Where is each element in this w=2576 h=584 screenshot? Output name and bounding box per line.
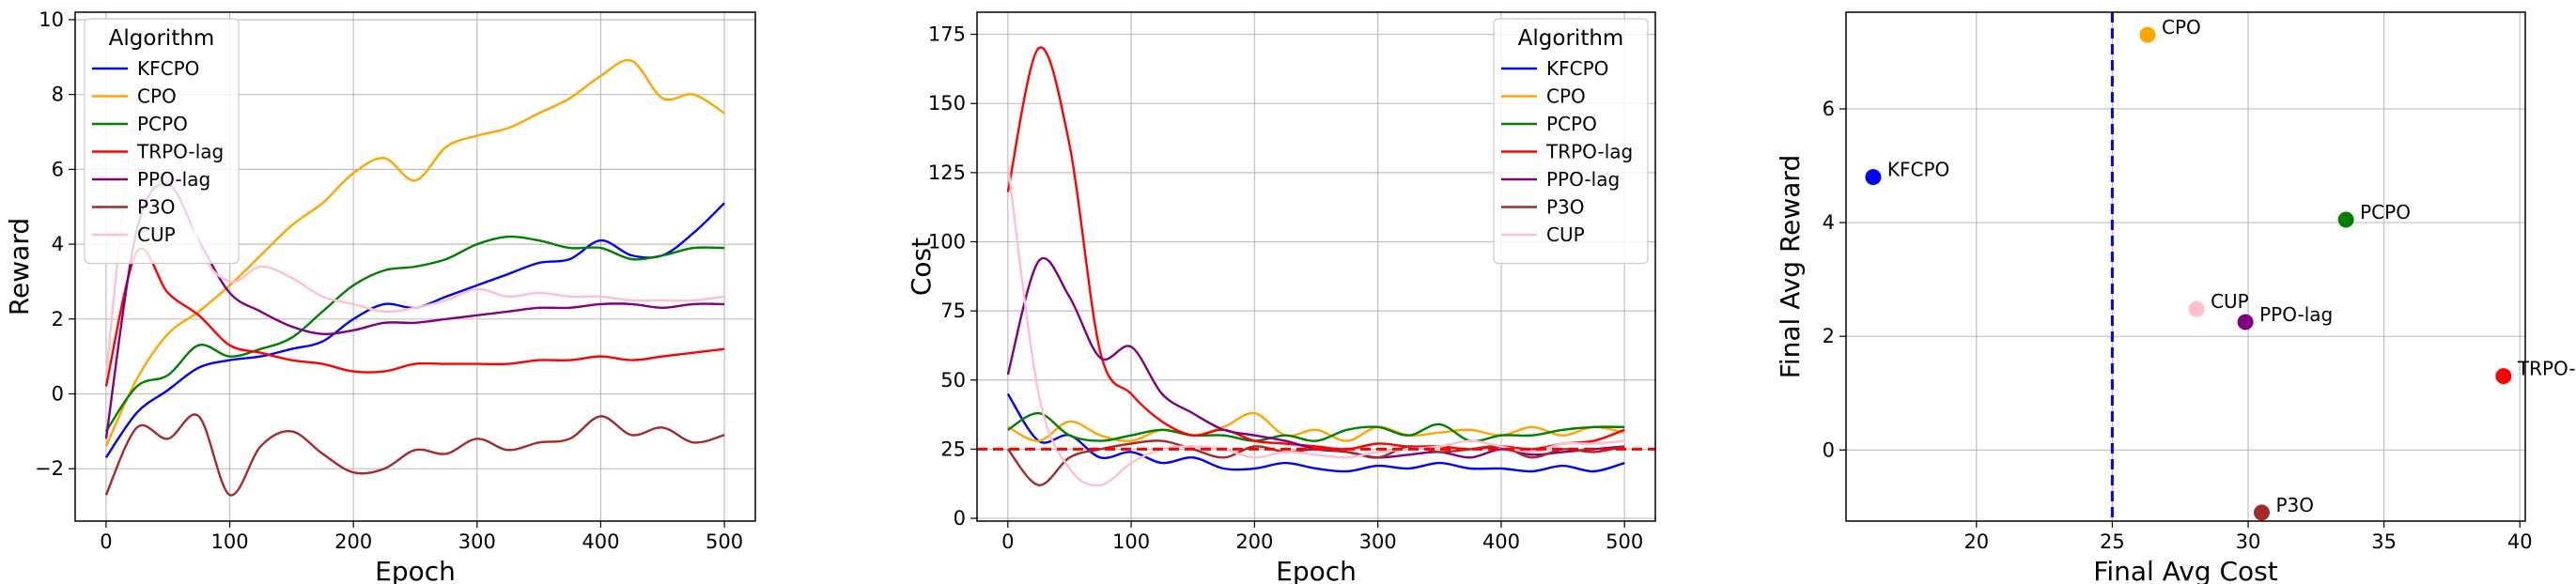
legend-label-trpo-lag: TRPO-lag <box>136 141 224 163</box>
y-tick-label: 150 <box>928 92 966 115</box>
x-tick-label: 400 <box>1482 530 1520 553</box>
legend-label-cpo: CPO <box>1546 85 1586 108</box>
y-tick-label: 50 <box>940 369 966 392</box>
x-tick-label: 35 <box>2371 530 2397 553</box>
point-label-p3o: P3O <box>2275 494 2314 516</box>
legend-label-trpo-lag: TRPO-lag <box>1545 141 1633 163</box>
y-tick-label: 0 <box>954 507 966 530</box>
x-tick-label: 20 <box>1963 530 1989 553</box>
legend-label-cpo: CPO <box>137 85 177 108</box>
series-line-trpo-lag <box>1006 46 1625 451</box>
y-tick-label: 125 <box>928 161 966 184</box>
x-tick-label: 40 <box>2507 530 2533 553</box>
x-tick-label: 100 <box>1112 530 1150 553</box>
legend: Algorithm KFCPO CPO PCPO TRPO-lag PPO-lag P3O C… <box>84 18 240 265</box>
point-ppo-lag <box>2237 314 2254 330</box>
y-tick-label: 0 <box>1823 438 1835 461</box>
x-tick-label: 500 <box>706 530 743 553</box>
point-trpo-lag <box>2495 368 2512 385</box>
y-tick-label: 100 <box>928 230 966 253</box>
y-tick-label: 2 <box>52 308 64 330</box>
x-tick-label: 200 <box>1235 530 1273 553</box>
x-axis-label: Epoch <box>1276 556 1357 584</box>
point-label-pcpo: PCPO <box>2360 201 2411 223</box>
point-kfcpo <box>1865 169 1882 186</box>
plot-area <box>977 46 1655 487</box>
legend-box <box>1493 18 1649 265</box>
x-axis-label: Epoch <box>375 556 456 584</box>
y-tick-label: 175 <box>928 23 966 46</box>
point-cpo <box>2139 26 2156 43</box>
point-cup <box>2188 300 2205 317</box>
legend-title: Algorithm <box>109 26 215 51</box>
y-axis-label: Cost <box>906 238 937 296</box>
cost-chart: 0 100 200 300 400 500 0 25 50 75 100 125 150 175 Epoch… <box>906 11 1656 584</box>
series-line-cpo <box>1007 411 1625 442</box>
y-tick-label: 6 <box>52 158 64 180</box>
y-tick-label: 6 <box>1823 98 1835 120</box>
legend-box <box>84 18 240 265</box>
x-tick-label: 25 <box>2100 530 2125 553</box>
series-line-p3o <box>104 413 725 497</box>
point-label-cpo: CPO <box>2162 16 2201 38</box>
x-tick-label: 0 <box>1001 530 1014 553</box>
legend-label-p3o: P3O <box>1546 196 1585 219</box>
y-tick-label: 0 <box>52 383 64 406</box>
x-tick-label: 30 <box>2236 530 2261 553</box>
point-label-ppo-lag: PPO-lag <box>2259 303 2333 326</box>
y-tick-label: 4 <box>1823 211 1835 234</box>
series-line-cpo <box>104 58 725 447</box>
point-label-trpo-lag: TRPO-lag <box>2517 358 2576 380</box>
point-label-cup: CUP <box>2211 290 2249 313</box>
x-tick-label: 400 <box>582 530 619 553</box>
series-line-pcpo <box>1007 411 1625 443</box>
y-axis-label: Reward <box>4 218 35 315</box>
point-pcpo <box>2337 211 2354 228</box>
reward-vs-cost-scatter: 20 25 30 35 40 0 2 4 6 Final Avg Cost Final Avg Re… <box>1775 11 2576 584</box>
y-axis-label: Final Avg Reward <box>1775 155 1806 378</box>
y-tick-label: 75 <box>940 300 966 322</box>
legend-label-pcpo: PCPO <box>137 113 188 135</box>
series-line-trpo-lag <box>104 247 725 387</box>
legend-label-pcpo: PCPO <box>1546 113 1597 135</box>
x-axis-label: Final Avg Cost <box>2093 556 2277 584</box>
y-tick-label: 10 <box>39 8 64 31</box>
legend-label-ppo-lag: PPO-lag <box>1546 168 1620 191</box>
y-tick-label: 8 <box>52 84 64 106</box>
y-tick-label: 25 <box>940 438 966 460</box>
legend-label-kfcpo: KFCPO <box>137 57 199 80</box>
legend-title: Algorithm <box>1518 26 1624 51</box>
x-tick-label: 200 <box>334 530 372 553</box>
legend-label-p3o: P3O <box>137 196 176 219</box>
x-tick-label: 0 <box>100 530 112 553</box>
point-label-kfcpo: KFCPO <box>1887 159 1949 181</box>
point-p3o <box>2253 504 2270 521</box>
x-tick-label: 500 <box>1606 530 1643 553</box>
y-tick-label: 2 <box>1823 325 1835 347</box>
legend-label-cup: CUP <box>137 223 176 246</box>
axes-frame <box>976 11 1656 522</box>
y-tick-label: 4 <box>52 233 64 255</box>
y-tick-label: −2 <box>35 457 64 480</box>
x-tick-label: 300 <box>458 530 496 553</box>
axes-frame <box>74 11 756 522</box>
x-tick-label: 100 <box>210 530 248 553</box>
legend-label-kfcpo: KFCPO <box>1546 57 1608 80</box>
legend-label-ppo-lag: PPO-lag <box>137 168 210 191</box>
x-tick-label: 300 <box>1359 530 1397 553</box>
legend-label-cup: CUP <box>1546 223 1585 246</box>
legend: Algorithm KFCPO CPO PCPO TRPO-lag PPO-lag P3O C… <box>1493 18 1649 265</box>
axes-frame <box>1845 11 2526 522</box>
series-line-kfcpo <box>1006 392 1625 473</box>
series-line-cup <box>1006 163 1625 487</box>
reward-chart: 0 100 200 300 400 500 −2 0 2 4 6 8 10 Epoch Reward Algo… <box>4 8 756 584</box>
series-line-pcpo <box>104 235 725 433</box>
